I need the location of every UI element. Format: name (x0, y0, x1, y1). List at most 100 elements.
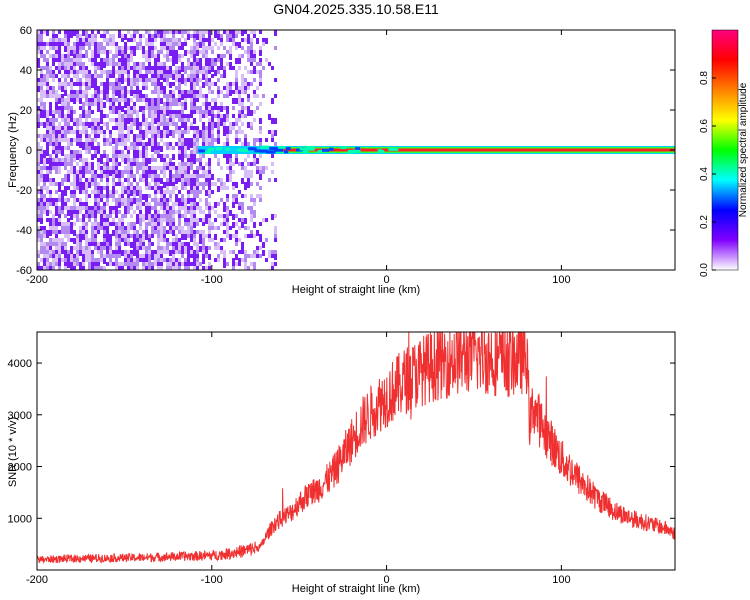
spectrogram-cell (118, 218, 121, 222)
spectrogram-cell (247, 50, 250, 54)
spectrogram-cell (106, 226, 109, 230)
spectrogram-cell (40, 146, 43, 150)
spectrogram-cell (61, 66, 64, 70)
spectrogram-cell (76, 206, 79, 210)
spectrogram-cell (178, 138, 181, 142)
spectrogram-cell (247, 86, 250, 90)
spectrogram-cell (37, 62, 40, 68)
spectrogram-cell (82, 74, 85, 78)
spectrogram-cell (199, 210, 202, 214)
spectrogram-cell (94, 78, 97, 84)
spectrogram-cell (100, 242, 103, 248)
spectrogram-cell (187, 190, 190, 196)
spectrogram-cell (148, 122, 151, 126)
spectrogram-cell (217, 162, 220, 166)
spectrogram-cell (148, 258, 151, 262)
spectrogram-cell (187, 50, 190, 54)
spectrogram-cell (154, 170, 157, 174)
spectrogram-cell (67, 42, 70, 46)
spectrogram-cell (160, 106, 163, 110)
spectrogram-cell (37, 82, 40, 86)
spectrogram-cell (142, 262, 145, 266)
spectrogram-cell (64, 62, 67, 66)
spectrogram-cell (232, 194, 235, 198)
spectrogram-cell (271, 250, 274, 254)
spectrogram-cell (112, 210, 115, 214)
spectrogram-cell (271, 266, 274, 270)
spectrogram-cell (178, 134, 181, 138)
spectrogram-cell (103, 82, 106, 88)
spectrogram-cell (220, 38, 223, 42)
spectrogram-cell (82, 174, 85, 178)
spectrogram-cell (115, 170, 118, 174)
spectrogram-cell (94, 122, 97, 126)
spectrogram-cell (208, 58, 211, 64)
spectrogram-cell (208, 138, 211, 142)
spectrogram-cell (151, 46, 154, 50)
spectrogram-cell (127, 262, 130, 266)
spectrogram-cell (145, 54, 148, 58)
spectrogram-cell (106, 78, 109, 82)
spectrogram-cell (61, 54, 64, 58)
spectrogram-cell (61, 178, 64, 182)
spectrogram-cell (121, 238, 124, 242)
spectrogram-cell (181, 74, 184, 80)
spectrogram-cell (184, 234, 187, 240)
spectrogram-cell (256, 138, 259, 142)
spectrogram-cell (52, 138, 55, 142)
spectrogram-cell (157, 178, 160, 184)
spectrogram-cell (112, 94, 115, 98)
spectrogram-cell (193, 230, 196, 234)
spectrogram-cell (79, 50, 82, 54)
spectrogram-cell (40, 94, 43, 98)
spectrogram-cell (223, 182, 226, 186)
spectrogram-cell (202, 70, 205, 74)
y-tick-label: 4000 (8, 358, 32, 370)
spectrogram-cell (49, 226, 52, 230)
spectrogram-cell (163, 218, 166, 222)
spectrogram-cell (193, 78, 196, 82)
spectrogram-cell (151, 122, 154, 126)
spectrogram-cell (136, 262, 139, 266)
spectrogram-cell (40, 78, 43, 82)
spectrogram-cell (49, 246, 52, 250)
spectrogram-cell (184, 262, 187, 268)
spectrogram-cell (40, 186, 43, 190)
spectrogram-cell (70, 250, 73, 256)
spectrogram-cell (160, 138, 163, 142)
spectrogram-cell (190, 50, 193, 54)
spectrogram-cell (73, 122, 76, 126)
spectrogram-cell (58, 82, 61, 86)
spectrogram-cell (139, 126, 142, 130)
spectrogram-cell (253, 266, 256, 270)
spectrogram-cell (100, 130, 103, 134)
spectrogram-cell (163, 110, 166, 114)
spectrogram-cell (58, 110, 61, 114)
spectrogram-cell (244, 170, 247, 174)
spectrogram-cell (43, 210, 46, 214)
spectrogram-cell (241, 114, 244, 118)
spectrogram-cell (88, 246, 91, 250)
spectrogram-cell (97, 182, 100, 186)
spectrogram-cell (148, 242, 151, 246)
spectrogram-cell (214, 42, 217, 46)
spectrogram-cell (208, 90, 211, 94)
spectrogram-cell (130, 266, 133, 270)
spectrogram-cell (139, 38, 142, 42)
spectrogram-cell (190, 138, 193, 144)
spectrogram-cell (157, 150, 160, 154)
spectrogram-cell (145, 38, 148, 42)
spectrogram-cell (67, 118, 70, 122)
spectrogram-cell (205, 98, 208, 102)
spectrogram-cell (202, 134, 205, 138)
spectrogram-cell (52, 114, 55, 120)
spectrogram-cell (184, 118, 187, 122)
spectrogram-cell (109, 98, 112, 104)
spectrogram-cell (244, 106, 247, 110)
spectrogram-cell (40, 150, 43, 154)
spectrogram-cell (58, 162, 61, 168)
spectrogram-cell (196, 62, 199, 66)
spectrogram-cell (202, 142, 205, 148)
spectrogram-cell (238, 190, 241, 194)
spectrogram-cell (118, 230, 121, 234)
